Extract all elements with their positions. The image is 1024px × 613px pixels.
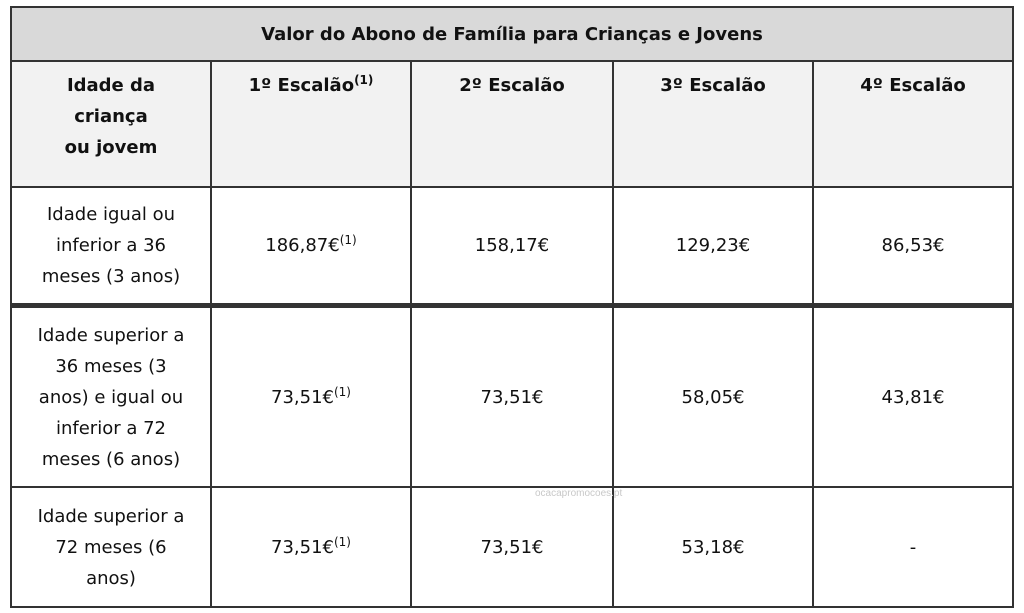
cell-text: Idade igual ou inferior a 36 meses (3 an…	[41, 204, 181, 287]
cell-text: 73,51€	[480, 386, 544, 408]
header-cell: 2º Escalão	[410, 60, 614, 188]
header-cell: 3º Escalão	[612, 60, 814, 188]
value-cell: 158,17€	[410, 186, 614, 307]
cell-text: 73,51€	[271, 386, 334, 408]
cell-text: 4º Escalão	[860, 75, 966, 96]
value-cell: 53,18€	[612, 486, 814, 608]
value-cell: 58,05€	[612, 303, 814, 488]
footnote-mark: (1)	[333, 384, 351, 399]
cell-text: -	[909, 536, 917, 558]
value-cell: 186,87€(1)	[210, 186, 412, 307]
header-cell: 4º Escalão	[811, 60, 1015, 188]
cell-text: 73,51€	[480, 536, 544, 558]
value-cell: 73,51€	[410, 303, 614, 488]
data-row: Idade igual ou inferior a 36 meses (3 an…	[10, 186, 1015, 307]
cell-text: 3º Escalão	[660, 75, 766, 96]
value-cell: 129,23€	[612, 186, 814, 307]
value-cell: -	[811, 486, 1015, 608]
cell-text: Idade superior a 72 meses (6 anos)	[37, 505, 185, 589]
watermark: ocacapromocoes.pt	[535, 488, 623, 499]
cell-text: 58,05€	[681, 386, 745, 408]
cell-text: Idade da criança ou jovem	[64, 75, 158, 158]
value-cell: 86,53€	[811, 186, 1015, 307]
value-cell: 43,81€	[811, 303, 1015, 488]
data-row: Idade superior a 36 meses (3 anos) e igu…	[10, 303, 1015, 488]
data-row: Idade superior a 72 meses (6 anos) 73,51€…	[10, 486, 1015, 608]
cell-text: 86,53€	[881, 235, 945, 256]
cell-text: 129,23€	[675, 235, 751, 256]
cell-text: 43,81€	[881, 386, 945, 408]
value-cell: 73,51€	[410, 486, 614, 608]
cell-text: 1º Escalão	[248, 75, 355, 96]
abono-table: Valor do Abono de Família para Crianças …	[9, 6, 1015, 608]
cell-text: 73,51€	[271, 536, 334, 558]
cell-text: 2º Escalão	[459, 75, 565, 96]
value-cell: 73,51€(1)	[210, 486, 412, 608]
cell-text: 186,87€	[265, 235, 340, 256]
footnote-mark: (1)	[333, 534, 351, 549]
title-row: Valor do Abono de Família para Crianças …	[9, 6, 1015, 62]
cell-text: 158,17€	[474, 235, 550, 256]
table-title: Valor do Abono de Família para Crianças …	[9, 6, 1015, 62]
table-body: Valor do Abono de Família para Crianças …	[9, 6, 1015, 608]
footnote-mark: (1)	[354, 73, 374, 87]
footnote-mark: (1)	[339, 233, 357, 247]
header-cell: Idade da criança ou jovem	[10, 60, 212, 188]
header-cell: 1º Escalão(1)	[210, 60, 412, 188]
row-label: Idade superior a 72 meses (6 anos)	[10, 486, 212, 608]
row-label: Idade superior a 36 meses (3 anos) e igu…	[10, 303, 212, 488]
value-cell: 73,51€(1)	[210, 303, 412, 488]
header-row: Idade da criança ou jovem 1º Escalão(1) 2º…	[10, 60, 1015, 188]
row-label: Idade igual ou inferior a 36 meses (3 an…	[10, 186, 212, 307]
cell-text: 53,18€	[681, 536, 745, 558]
cell-text: Idade superior a 36 meses (3 anos) e igu…	[37, 324, 185, 470]
